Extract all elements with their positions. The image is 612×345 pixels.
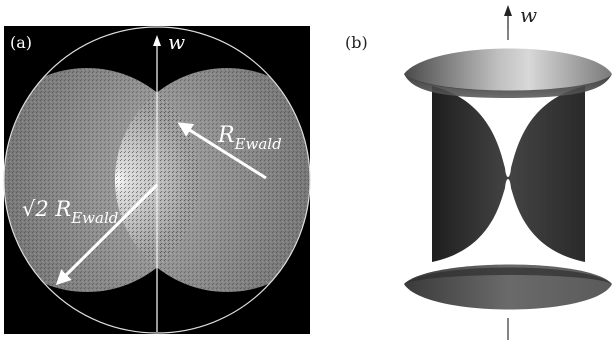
surface-top-rim (404, 74, 612, 98)
ewald-lobes (4, 68, 310, 292)
limiting-circle (3, 26, 311, 334)
w-axis-arrowhead (153, 35, 161, 46)
surface-bottom-rim (404, 267, 612, 284)
panel-b-label: (b) (345, 33, 368, 52)
right-lobe-noise (115, 68, 310, 292)
panel-a: (a) w REwald √2 REwald (3, 26, 311, 334)
panel-a-label: (a) (10, 33, 32, 52)
surface-waist (432, 86, 585, 262)
w-axis-label: w (168, 30, 185, 54)
sqrt2-r-ewald-label: √2 REwald (22, 197, 118, 227)
w-axis-b-arrowhead (504, 5, 512, 16)
w-axis-b-label: w (520, 3, 537, 27)
panel-b: (b) w (345, 3, 612, 340)
r-ewald-label: REwald (217, 123, 282, 153)
sqrt2-r-ewald-arrow (55, 183, 159, 286)
surface-top-cap (404, 48, 612, 92)
r-ewald-arrow (177, 122, 267, 180)
